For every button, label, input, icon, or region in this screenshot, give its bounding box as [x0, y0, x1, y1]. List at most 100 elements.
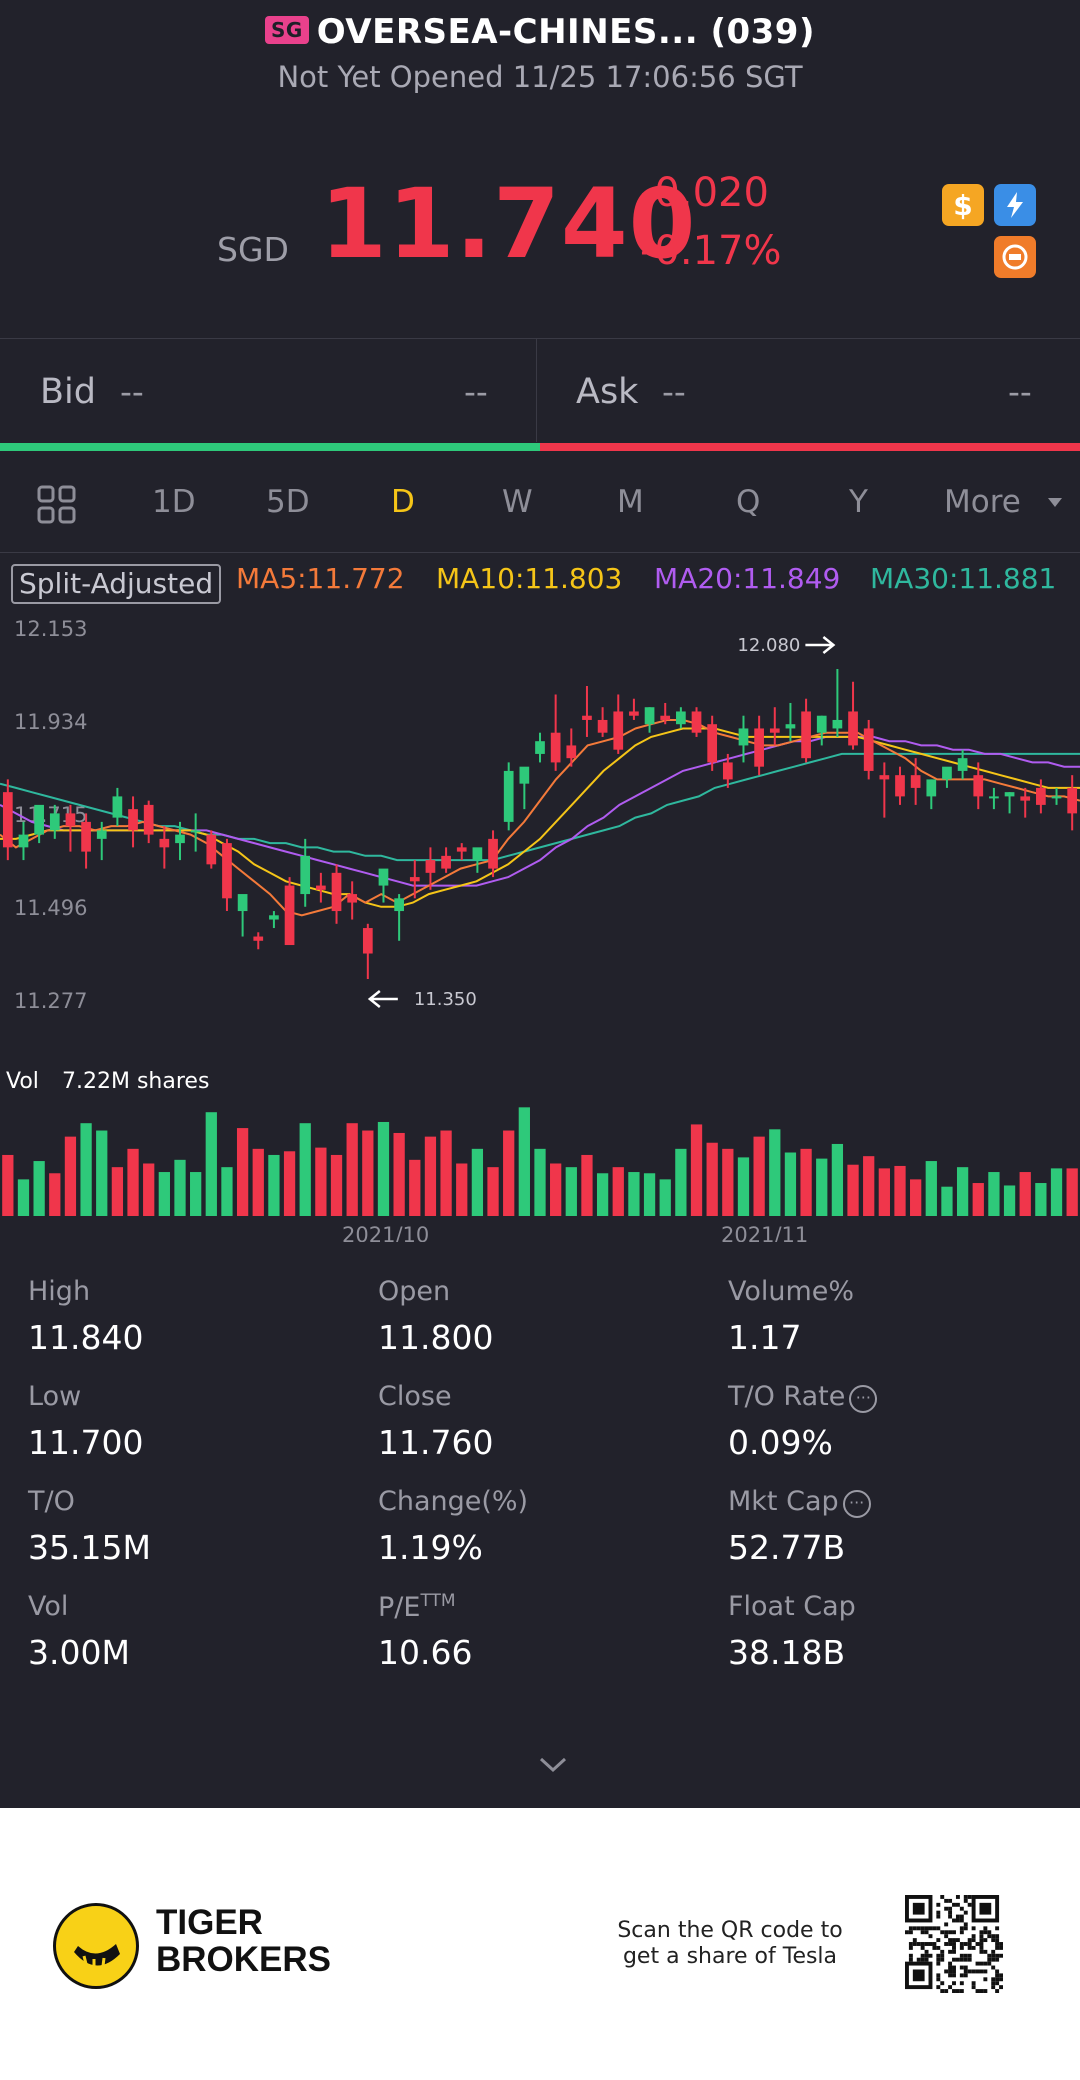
volume-bar	[612, 1167, 624, 1216]
volume-bar	[643, 1173, 656, 1216]
candle	[503, 770, 514, 822]
bid-ask-divider	[536, 338, 537, 442]
volume-bar	[863, 1156, 875, 1216]
dollar-icon[interactable]: $	[942, 184, 984, 226]
chevron-down-icon[interactable]	[1046, 494, 1064, 513]
stat-value: 11.800	[378, 1318, 494, 1357]
candle	[81, 821, 91, 852]
candle	[676, 711, 686, 725]
volume-bar	[1035, 1183, 1047, 1216]
candle	[722, 762, 733, 780]
tab-w[interactable]: W	[502, 484, 533, 520]
stat-label: Change(%)	[378, 1486, 528, 1517]
candle	[2, 792, 13, 848]
stat-label-text: Mkt Cap	[728, 1486, 839, 1517]
grid-icon[interactable]	[36, 484, 78, 530]
tab-q[interactable]: Q	[736, 484, 761, 520]
volume-bar	[252, 1148, 264, 1216]
candle	[989, 796, 999, 799]
stat-value: 11.760	[378, 1423, 494, 1462]
tab-d[interactable]: D	[391, 484, 415, 520]
candle	[629, 711, 639, 716]
stat-value: 0.09%	[728, 1423, 833, 1462]
candle	[394, 898, 404, 912]
candle	[535, 741, 545, 754]
volume-bar	[1066, 1168, 1078, 1216]
volume-bar	[393, 1132, 405, 1216]
qr-code[interactable]	[905, 1895, 1003, 1993]
volume-bar	[910, 1179, 922, 1216]
candle	[957, 758, 968, 771]
candle	[550, 732, 561, 763]
candle	[18, 834, 29, 848]
stat-label: Mkt Cap ···	[728, 1486, 871, 1518]
tab-y[interactable]: Y	[849, 484, 868, 520]
candle	[816, 715, 827, 733]
candle	[566, 745, 577, 759]
x-tick-label: 2021/11	[721, 1223, 808, 1242]
volume-label: Vol	[6, 1069, 39, 1094]
candle	[472, 847, 483, 861]
more-info-icon[interactable]: ···	[849, 1385, 878, 1413]
volume-bar	[236, 1128, 249, 1216]
candle	[378, 868, 389, 886]
candle	[863, 728, 874, 771]
volume-bar	[737, 1157, 750, 1216]
stat-label: Float Cap	[728, 1591, 856, 1622]
candle	[206, 834, 217, 865]
tab-5d[interactable]: 5D	[266, 484, 310, 520]
promo-footer	[0, 1808, 1080, 2080]
stat-value: 38.18B	[728, 1633, 846, 1672]
ma5-label: MA5:11.772	[236, 562, 405, 595]
stat-label-text: Volume%	[728, 1276, 855, 1307]
volume-bar	[675, 1148, 687, 1216]
volume-bar	[174, 1159, 186, 1216]
candle	[269, 915, 279, 920]
stat-label-text: Close	[378, 1381, 452, 1412]
stock-connect-icon[interactable]	[994, 236, 1036, 278]
more-info-icon[interactable]: ···	[842, 1490, 871, 1518]
split-adjusted-toggle[interactable]: Split-Adjusted	[11, 564, 222, 604]
candle	[879, 775, 890, 780]
y-tick-label: 12.153	[14, 617, 87, 641]
volume-bar	[409, 1159, 421, 1216]
candle	[190, 830, 201, 833]
candle	[65, 813, 76, 827]
expand-chevron-icon[interactable]	[538, 1756, 568, 1778]
volume-bar	[894, 1165, 906, 1216]
stat-label: P/ETTM	[378, 1591, 456, 1623]
volume-bar	[424, 1136, 437, 1216]
pe-superscript: TTM	[420, 1591, 456, 1611]
candle	[832, 719, 843, 729]
volume-bar	[769, 1129, 781, 1216]
candle	[1067, 787, 1078, 814]
brand-line2: BROKERS	[156, 1940, 332, 1979]
volume-bar	[503, 1130, 515, 1216]
stat-value: 35.15M	[28, 1528, 151, 1567]
volume-bar	[127, 1148, 139, 1216]
candle	[895, 775, 905, 797]
volume-bar	[847, 1164, 859, 1216]
volume-bar	[96, 1130, 108, 1216]
ask-strength-bar	[540, 443, 1080, 451]
candle	[910, 775, 921, 788]
candle	[331, 872, 342, 912]
stock-title: SG OVERSEA-CHINES... (039)	[0, 12, 1080, 52]
stock-name: OVERSEA-CHINES... (039)	[316, 12, 816, 52]
tab-more[interactable]: More	[944, 484, 1021, 520]
volume-bar	[283, 1151, 296, 1216]
tab-m[interactable]: M	[617, 484, 644, 520]
quote-header	[0, 0, 1080, 338]
tab-1d[interactable]: 1D	[152, 484, 196, 520]
ask-price: --	[662, 372, 686, 411]
volume-bar	[596, 1173, 609, 1216]
flash-icon[interactable]	[994, 184, 1036, 226]
candle	[1036, 787, 1046, 805]
volume-bar	[690, 1124, 703, 1216]
stat-label: Close	[378, 1381, 452, 1412]
brand-name: TIGER BROKERS	[156, 1904, 331, 1978]
stat-label-text: T/O Rate	[728, 1381, 846, 1412]
stat-label-text: Open	[378, 1276, 451, 1307]
tiger-logo	[53, 1903, 139, 1989]
